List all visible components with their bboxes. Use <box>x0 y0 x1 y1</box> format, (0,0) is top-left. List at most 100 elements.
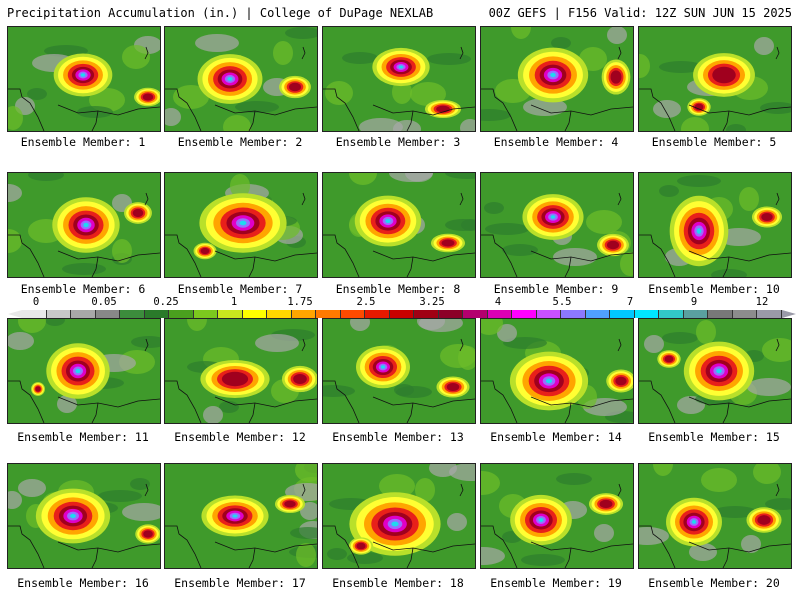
precip-map <box>165 27 317 131</box>
colorbar-tick-label: 3.25 <box>419 296 445 308</box>
colorbar-tick-label: 0.05 <box>91 296 117 308</box>
colorbar-segment <box>71 310 96 318</box>
map-title: Precipitation Accumulation (in.) | Colle… <box>7 6 434 20</box>
ensemble-member-label: Ensemble Member: 16 <box>17 576 149 590</box>
precip-map <box>639 27 791 131</box>
colorbar-segment <box>757 310 782 318</box>
colorbar-segment <box>144 310 170 318</box>
colorbar-segment <box>708 310 733 318</box>
colorbar-segment <box>22 310 47 318</box>
colorbar-segment <box>389 310 415 318</box>
colorbar-segment <box>536 310 562 318</box>
colorbar-segment <box>46 310 72 318</box>
precip-map <box>8 173 160 277</box>
ensemble-member-label: Ensemble Member: 7 <box>177 282 303 296</box>
ensemble-member-label: Ensemble Member: 11 <box>17 430 149 444</box>
precip-map <box>481 319 633 423</box>
colorbar-segment <box>340 310 366 318</box>
colorbar-segment <box>316 310 341 318</box>
ensemble-map-panel <box>7 463 161 569</box>
colorbar-max-arrow <box>782 310 796 318</box>
precip-map <box>8 319 160 423</box>
ensemble-member-label: Ensemble Member: 10 <box>648 282 780 296</box>
ensemble-map-panel <box>164 318 318 424</box>
colorbar-segment <box>120 310 145 318</box>
colorbar-segment <box>267 310 292 318</box>
ensemble-map-panel <box>480 463 634 569</box>
colorbar-tick-label: 5.5 <box>552 296 572 308</box>
colorbar-segment <box>438 310 464 318</box>
ensemble-map-panel <box>638 318 792 424</box>
precip-map <box>323 464 475 568</box>
ensemble-member-label: Ensemble Member: 13 <box>332 430 464 444</box>
ensemble-member-label: Ensemble Member: 4 <box>493 135 619 149</box>
colorbar-segment <box>414 310 439 318</box>
ensemble-map-panel <box>322 172 476 278</box>
ensemble-map-panel <box>322 463 476 569</box>
ensemble-map-panel <box>322 26 476 132</box>
ensemble-map-panel <box>7 26 161 132</box>
colorbar-segment <box>291 310 317 318</box>
ensemble-member-label: Ensemble Member: 17 <box>174 576 306 590</box>
colorbar-segment <box>463 310 488 318</box>
precip-map <box>639 319 791 423</box>
ensemble-map-panel <box>480 26 634 132</box>
ensemble-member-label: Ensemble Member: 1 <box>20 135 146 149</box>
ensemble-map-panel <box>164 26 318 132</box>
precip-map <box>639 173 791 277</box>
colorbar-tick-label: 1 <box>230 296 238 308</box>
ensemble-map-panel <box>7 318 161 424</box>
colorbar-segment <box>659 310 684 318</box>
ensemble-member-label: Ensemble Member: 3 <box>335 135 461 149</box>
precip-map <box>8 464 160 568</box>
ensemble-map-panel <box>164 463 318 569</box>
ensemble-map-panel <box>322 318 476 424</box>
colorbar-segment <box>634 310 660 318</box>
colorbar-segment <box>169 310 194 318</box>
ensemble-map-panel <box>480 318 634 424</box>
precip-map <box>323 319 475 423</box>
colorbar-tick-label: 7 <box>626 296 634 308</box>
colorbar-segment <box>95 310 121 318</box>
precip-map <box>165 319 317 423</box>
ensemble-member-label: Ensemble Member: 9 <box>493 282 619 296</box>
colorbar-segment <box>512 310 537 318</box>
colorbar-segment <box>193 310 219 318</box>
ensemble-member-label: Ensemble Member: 2 <box>177 135 303 149</box>
precip-map <box>323 173 475 277</box>
colorbar-tick-label: 0 <box>32 296 40 308</box>
precip-map <box>323 27 475 131</box>
precip-map <box>165 464 317 568</box>
colorbar-segment <box>610 310 635 318</box>
ensemble-member-label: Ensemble Member: 8 <box>335 282 461 296</box>
ensemble-member-label: Ensemble Member: 12 <box>174 430 306 444</box>
ensemble-map-panel <box>638 172 792 278</box>
colorbar-segment <box>218 310 243 318</box>
model-run-info: 00Z GEFS | F156 Valid: 12Z SUN JUN 15 20… <box>488 6 792 20</box>
ensemble-map-panel <box>638 463 792 569</box>
ensemble-member-label: Ensemble Member: 20 <box>648 576 780 590</box>
precip-map <box>481 27 633 131</box>
colorbar-segment <box>365 310 390 318</box>
colorbar-tick-label: 4 <box>494 296 502 308</box>
ensemble-member-label: Ensemble Member: 6 <box>20 282 146 296</box>
ensemble-map-panel <box>7 172 161 278</box>
precip-map <box>165 173 317 277</box>
colorbar-segment <box>487 310 513 318</box>
precip-map <box>481 464 633 568</box>
ensemble-member-label: Ensemble Member: 19 <box>490 576 622 590</box>
colorbar-tick-label: 2.5 <box>356 296 376 308</box>
colorbar-tick-label: 9 <box>690 296 698 308</box>
colorbar-segment <box>242 310 268 318</box>
precip-map <box>639 464 791 568</box>
ensemble-member-label: Ensemble Member: 14 <box>490 430 622 444</box>
ensemble-map-panel <box>164 172 318 278</box>
colorbar-segment <box>732 310 758 318</box>
ensemble-member-label: Ensemble Member: 18 <box>332 576 464 590</box>
ensemble-member-label: Ensemble Member: 5 <box>651 135 777 149</box>
colorbar-segment <box>683 310 709 318</box>
precipitation-colorbar: 0 0.05 0.25 1 1.75 2.5 3.25 4 5.5 7 9 12 <box>8 296 796 320</box>
colorbar-strip <box>22 310 782 318</box>
precip-map <box>8 27 160 131</box>
colorbar-min-arrow <box>8 310 22 318</box>
